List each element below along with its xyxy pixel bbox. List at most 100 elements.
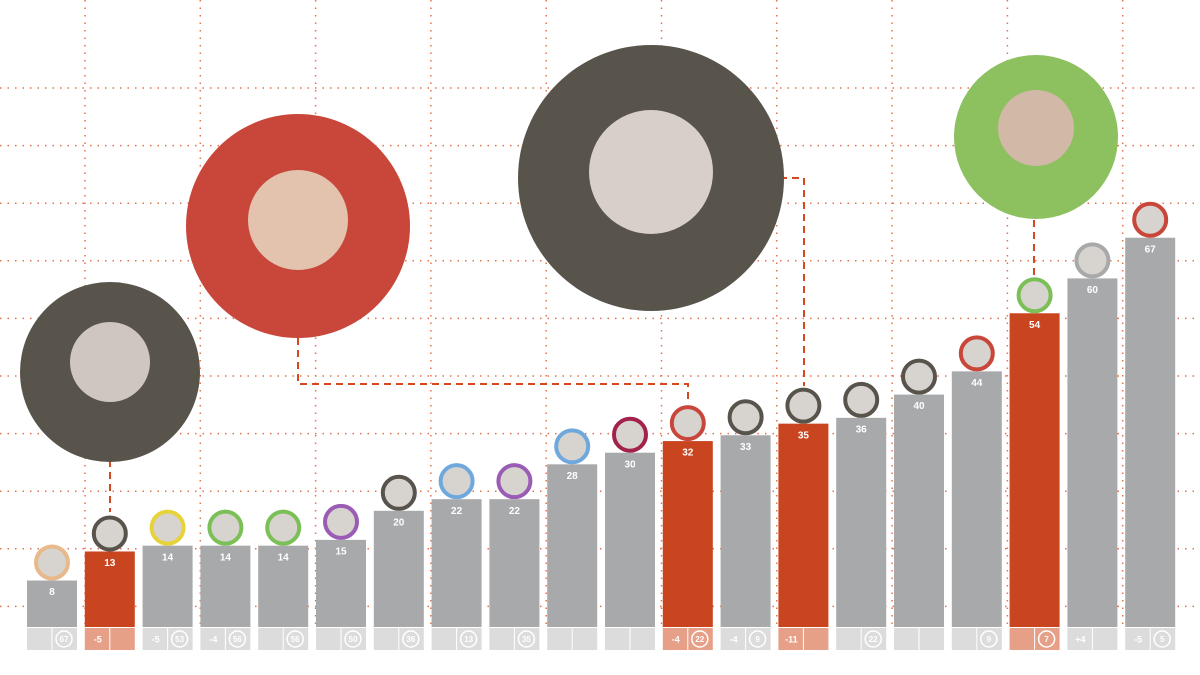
value-label: 40 bbox=[913, 401, 925, 412]
avatar bbox=[554, 428, 591, 465]
rank-label: 22 bbox=[869, 635, 878, 644]
bar bbox=[431, 499, 482, 627]
change-label: +4 bbox=[1075, 634, 1085, 644]
avatar bbox=[612, 416, 648, 453]
value-label: 36 bbox=[856, 424, 868, 435]
value-label: 22 bbox=[451, 506, 463, 517]
value-label: 32 bbox=[682, 448, 694, 459]
avatar bbox=[91, 515, 128, 552]
rank-label: 56 bbox=[233, 635, 242, 644]
value-label: 14 bbox=[220, 552, 232, 563]
rank-label: 5 bbox=[1160, 635, 1165, 644]
avatar bbox=[669, 405, 706, 442]
avatar bbox=[958, 335, 995, 372]
value-label: 54 bbox=[1029, 320, 1041, 331]
value-label: 14 bbox=[162, 552, 174, 563]
bar bbox=[489, 499, 540, 627]
rank-ring bbox=[517, 630, 536, 648]
connector bbox=[780, 177, 805, 386]
rank-ring bbox=[228, 630, 247, 648]
rank-label: 56 bbox=[291, 635, 300, 644]
bar bbox=[894, 394, 944, 627]
portrait-face bbox=[70, 322, 150, 402]
avatar bbox=[438, 463, 475, 500]
change-label: -4 bbox=[730, 634, 738, 644]
value-label: 22 bbox=[509, 506, 521, 517]
change-label: -4 bbox=[209, 634, 217, 644]
rank-ring bbox=[980, 630, 998, 648]
rank-label: 36 bbox=[406, 635, 415, 644]
value-label: 35 bbox=[798, 430, 810, 441]
value-label: 33 bbox=[740, 442, 752, 453]
bar bbox=[720, 435, 771, 627]
rank-ring bbox=[402, 630, 420, 648]
rank-ring bbox=[748, 630, 767, 648]
avatar bbox=[843, 381, 880, 418]
value-label: 13 bbox=[104, 558, 116, 569]
highlights bbox=[109, 177, 1035, 512]
value-label: 20 bbox=[393, 517, 405, 528]
avatar bbox=[380, 474, 417, 511]
bar bbox=[27, 580, 77, 627]
avatar bbox=[1132, 201, 1169, 238]
change-label: -4 bbox=[672, 634, 680, 644]
value-label: 8 bbox=[49, 587, 55, 598]
bar bbox=[258, 545, 309, 627]
avatar bbox=[149, 509, 186, 546]
change-label: -5 bbox=[152, 634, 160, 644]
rank-ring bbox=[864, 630, 882, 648]
bar bbox=[951, 371, 1002, 627]
rank-label: 9 bbox=[987, 635, 992, 644]
portrait-face bbox=[998, 90, 1074, 166]
avatar bbox=[207, 509, 244, 546]
bar bbox=[200, 545, 251, 627]
avatar bbox=[901, 358, 937, 395]
bar bbox=[836, 417, 887, 627]
avatar bbox=[1074, 242, 1111, 279]
value-label: 44 bbox=[971, 378, 983, 389]
change-label: -5 bbox=[1134, 634, 1142, 644]
rank-label: 7 bbox=[1044, 635, 1049, 644]
rank-ring bbox=[691, 630, 709, 648]
change-label: -5 bbox=[94, 634, 102, 644]
value-label: 15 bbox=[335, 546, 347, 557]
avatar bbox=[785, 387, 822, 424]
avatar bbox=[496, 463, 533, 500]
rank-ring bbox=[286, 630, 304, 648]
connector bbox=[297, 338, 689, 404]
rank-label: 35 bbox=[522, 635, 531, 644]
bar bbox=[373, 510, 424, 627]
value-label: 28 bbox=[567, 471, 579, 482]
bar bbox=[1125, 237, 1176, 628]
rank-ring bbox=[55, 630, 73, 648]
bar bbox=[142, 545, 193, 627]
rank-label: 53 bbox=[175, 635, 184, 644]
rank-label: 67 bbox=[60, 635, 69, 644]
rank-label: 22 bbox=[695, 635, 704, 644]
bar bbox=[778, 423, 829, 627]
portrait-face bbox=[248, 170, 348, 270]
value-label: 60 bbox=[1087, 285, 1099, 296]
rank-ring bbox=[1153, 630, 1171, 648]
bar bbox=[84, 551, 135, 627]
avatar bbox=[265, 509, 302, 546]
bar bbox=[1067, 278, 1118, 627]
avatar bbox=[34, 544, 70, 581]
value-label: 67 bbox=[1145, 244, 1157, 255]
bar bbox=[1009, 313, 1060, 627]
avatar bbox=[1016, 277, 1053, 314]
value-label: 30 bbox=[624, 459, 636, 470]
value-label: 14 bbox=[278, 552, 290, 563]
rank-label: 9 bbox=[755, 635, 760, 644]
bar bbox=[547, 464, 598, 627]
rank-ring bbox=[170, 630, 189, 648]
rank-ring bbox=[1037, 630, 1056, 648]
rank-ring bbox=[344, 630, 362, 648]
avatar bbox=[727, 399, 764, 436]
bar bbox=[662, 441, 713, 627]
bar bbox=[316, 539, 366, 627]
rank-label: 13 bbox=[464, 635, 473, 644]
avatar bbox=[323, 503, 359, 540]
change-label: -11 bbox=[785, 634, 798, 644]
